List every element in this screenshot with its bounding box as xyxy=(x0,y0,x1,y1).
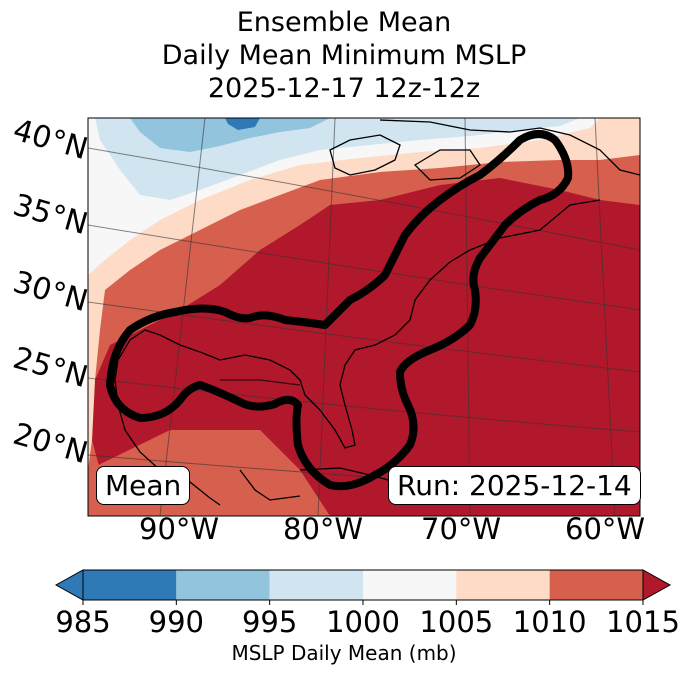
title-line-1: Ensemble Mean xyxy=(236,7,452,38)
colorbar-tick-label: 1005 xyxy=(419,605,494,639)
colorbar-label: MSLP Daily Mean (mb) xyxy=(231,641,457,665)
run-label-box: Run: 2025-12-14 xyxy=(388,466,641,505)
gulf-atlantic-coast xyxy=(114,199,601,506)
parallel-35n xyxy=(88,224,640,311)
lon-label-60w: 60°W xyxy=(565,512,646,546)
field-990 xyxy=(130,118,330,152)
colorbar-segment-985 xyxy=(83,570,177,600)
colorbar-extend-high xyxy=(642,569,672,601)
colorbar-extend-low xyxy=(54,569,84,601)
meridian-60w xyxy=(594,118,616,516)
yucatan xyxy=(239,469,301,501)
meridian-90w xyxy=(159,118,206,516)
parallel-40n xyxy=(88,147,640,251)
colorbar-segment-1000 xyxy=(363,570,457,600)
state-border xyxy=(220,379,301,386)
field-985 xyxy=(225,118,260,130)
parallel-25n xyxy=(88,377,640,433)
colorbar-segment-1005 xyxy=(456,570,550,600)
colorbar-segment-990 xyxy=(176,570,270,600)
great-lakes xyxy=(329,134,401,176)
colorbar-tick-label: 1010 xyxy=(512,605,587,639)
colorbar-segment-1010 xyxy=(549,570,643,600)
colorbar-tick-label: 1015 xyxy=(606,605,680,639)
field-1005 xyxy=(88,118,640,470)
map-frame xyxy=(87,117,641,517)
meridian-80w xyxy=(317,118,336,516)
colorbar-tick-label: 1000 xyxy=(326,605,400,639)
colorbar-tick-label: 995 xyxy=(241,605,298,639)
lon-label-80w: 80°W xyxy=(283,512,364,546)
lake-ontario-erie xyxy=(413,149,481,181)
colorbar-tick-label: 990 xyxy=(148,605,205,639)
northern-coast xyxy=(379,119,640,176)
colorbar-tick-label: 985 xyxy=(55,605,111,639)
coastlines xyxy=(114,119,640,506)
title-line-2: Daily Mean Minimum MSLP xyxy=(161,40,527,71)
ensemble-contour xyxy=(106,130,573,491)
title-line-3: 2025-12-17 12z-12z xyxy=(207,73,481,104)
lon-label-70w: 70°W xyxy=(421,512,502,546)
lon-label-90w: 90°W xyxy=(139,512,220,546)
colorbar-segment-995 xyxy=(269,570,363,600)
mean-label-box: Mean xyxy=(96,466,191,505)
